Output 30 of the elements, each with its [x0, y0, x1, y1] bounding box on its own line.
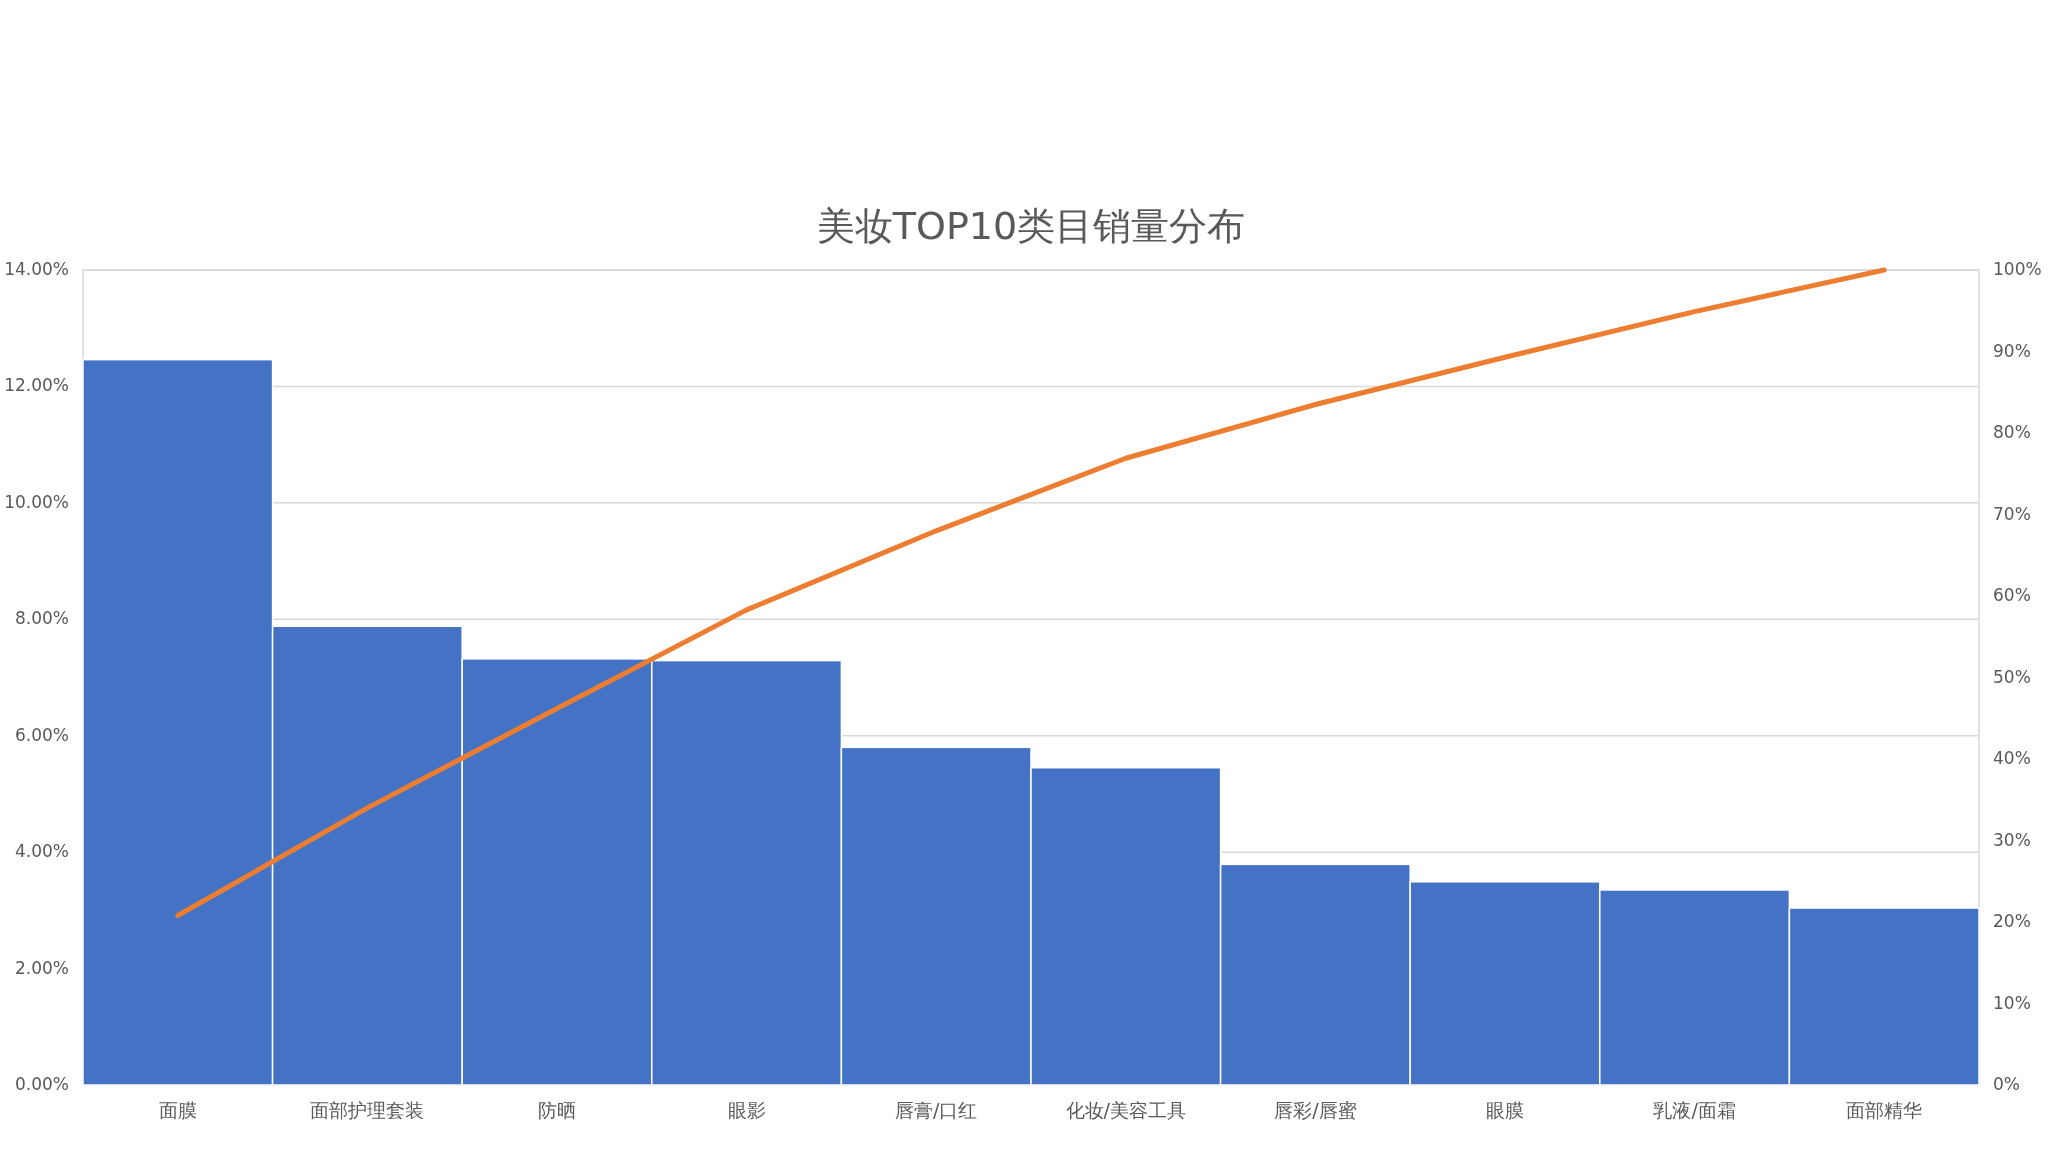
ytick: 10.00% [4, 491, 69, 512]
xtick: 面部护理套装 [310, 1098, 425, 1121]
ytick: 8.00% [15, 608, 69, 629]
y2tick: 20% [1993, 911, 2031, 931]
y2tick: 10% [1993, 992, 2031, 1013]
ytick: 0.00% [15, 1074, 69, 1094]
title: 美妆TOP10类目销量分布 [816, 203, 1246, 248]
ytick: 4.00% [15, 841, 69, 862]
ytick: 14.00% [4, 259, 69, 279]
xtick: 眼膜 [1486, 1098, 1524, 1121]
y2tick: 30% [1993, 829, 2031, 850]
xtick: 防晒 [538, 1098, 576, 1121]
y2tick: 60% [1993, 585, 2031, 605]
xtick: 面膜 [158, 1098, 197, 1121]
xtick: 化妆/美容工具 [1065, 1098, 1186, 1121]
y2tick: 80% [1993, 422, 2031, 442]
y2tick: 90% [1993, 340, 2031, 361]
xtick: 眼影 [727, 1098, 766, 1121]
xtick: 乳液/面霜 [1653, 1098, 1736, 1121]
ytick: 6.00% [15, 724, 69, 745]
y2tick: 0% [1993, 1074, 2020, 1094]
xtick: 唇膏/口红 [895, 1098, 978, 1121]
xtick: 唇彩/唇蜜 [1274, 1098, 1357, 1121]
y2tick: 50% [1993, 666, 2031, 687]
xtick: 面部精华 [1846, 1098, 1923, 1121]
ytick: 12.00% [4, 375, 69, 396]
y2tick: 100% [1993, 259, 2042, 279]
y2tick: 70% [1993, 503, 2031, 524]
y2tick: 40% [1993, 748, 2031, 768]
ytick: 2.00% [15, 957, 69, 978]
